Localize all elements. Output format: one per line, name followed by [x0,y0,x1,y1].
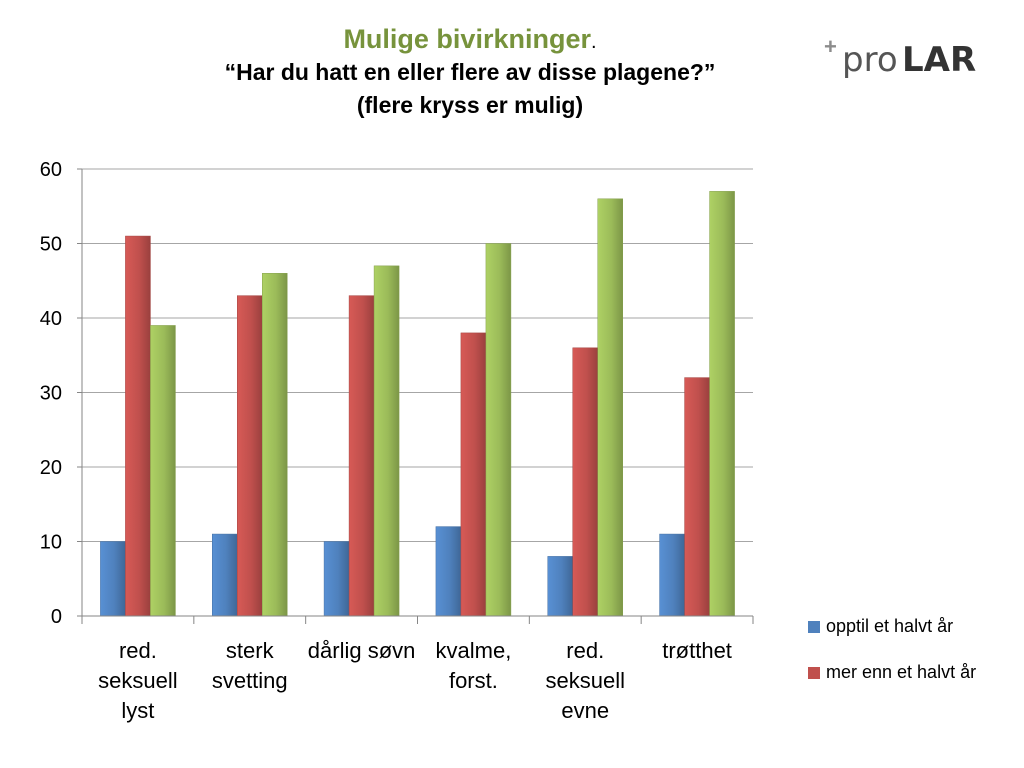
legend-swatch [808,621,820,633]
x-tick-label: kvalme, [436,638,512,663]
logo-lar: LAR [902,40,977,80]
bar [125,235,151,617]
y-tick-label: 60 [40,159,62,181]
subtitle-line-2: (flere kryss er mulig) [356,92,584,118]
y-tick-label: 20 [40,457,62,479]
bar [150,325,176,617]
legend: opptil et halvt år mer enn et halvt år [808,614,1018,706]
bar [435,526,462,617]
x-tick-label: red. [566,638,604,663]
y-tick-label: 40 [40,308,62,330]
bar [572,347,598,617]
bar [684,377,710,617]
title-suffix: . [590,31,597,53]
bar-layer [100,191,735,617]
title-text: Mulige bivirkninger [343,24,591,54]
x-tick-label: forst. [449,668,498,693]
bar [659,533,685,617]
bar [212,533,238,617]
subtitle-line-1: “Har du hatt en eller flere av disse pla… [224,59,716,85]
title-block: Mulige bivirkninger. “Har du hatt en ell… [170,22,770,122]
bar [348,295,375,617]
bar [323,541,350,617]
legend-item: mer enn et halvt år [808,660,1018,684]
logo-plus: + [824,34,837,59]
bar [460,332,487,617]
y-tick-label: 10 [40,532,62,554]
x-tick-label: seksuell [98,668,177,693]
x-tick-label: lyst [121,698,154,723]
bar [485,243,512,617]
bar [547,556,573,617]
legend-item: opptil et halvt år [808,614,1018,638]
bar [100,541,126,617]
bar [237,295,263,617]
slide-title: Mulige bivirkninger. [170,22,770,56]
legend-label: mer enn et halvt år [826,662,977,682]
bar-chart: 0 10 20 30 40 50 60 red. seksuell lyst sterk svetti… [40,159,754,723]
x-tick-label: red. [119,638,157,663]
legend-label: opptil et halvt år [826,616,954,636]
x-tick-label: seksuell [546,668,625,693]
x-tick-label: evne [561,698,609,723]
x-tick-label: svetting [212,668,288,693]
bar [709,191,735,617]
bar [262,273,288,617]
x-tick-label: trøtthet [662,638,732,663]
bar [597,198,623,617]
y-tick-label: 50 [40,234,62,256]
bar [373,265,400,617]
x-tick-label: dårlig søvn [308,638,416,663]
x-tick-label: sterk [226,638,275,663]
legend-swatch [808,667,820,679]
y-tick-label: 30 [40,383,62,405]
logo-pro: pro [842,40,898,80]
axis-layer: 0 10 20 30 40 50 60 red. seksuell lyst sterk svetti… [40,159,754,723]
grid-layer [82,168,753,617]
y-tick-label: 0 [51,606,62,628]
